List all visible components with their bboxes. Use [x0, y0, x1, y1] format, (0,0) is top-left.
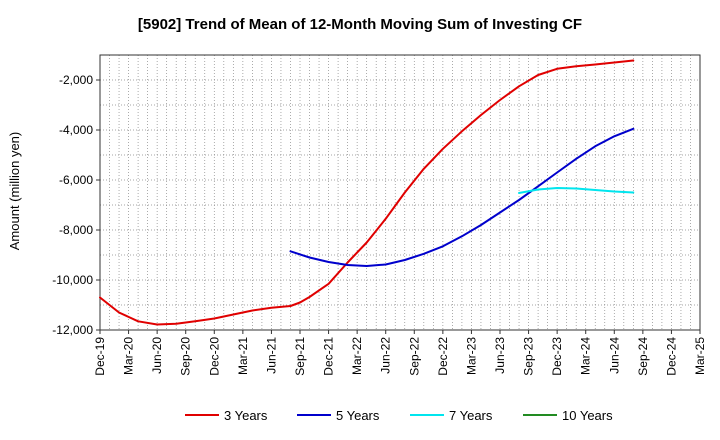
y-axis-label: Amount (million yen)	[7, 132, 22, 251]
y-tick-label: -10,000	[52, 273, 93, 287]
legend-label: 7 Years	[449, 408, 493, 423]
x-tick-label: Mar-21	[236, 337, 250, 375]
x-tick-label: Jun-24	[607, 337, 621, 374]
y-tick-label: -12,000	[52, 323, 93, 337]
x-tick-label: Mar-24	[579, 337, 593, 375]
grid	[100, 55, 700, 330]
x-tick-label: Sep-22	[407, 337, 421, 376]
legend-label: 5 Years	[336, 408, 380, 423]
x-tick-label: Mar-20	[122, 337, 136, 375]
x-tick-label: Jun-23	[493, 337, 507, 374]
series-line	[99, 59, 635, 326]
y-tick-label: -8,000	[59, 223, 93, 237]
x-tick-label: Dec-23	[550, 337, 564, 376]
x-tick-label: Mar-22	[350, 337, 364, 375]
x-tick-label: Sep-21	[293, 337, 307, 376]
legend: 3 Years 5 Years 7 Years 10 Years	[185, 408, 613, 423]
series-line	[289, 127, 635, 267]
x-axis: Dec-19 Mar-20 Jun-20 Sep-20 Dec-20 Mar-21 Jun-…	[93, 330, 707, 376]
x-tick-label: Dec-19	[93, 337, 107, 376]
x-tick-label: Jun-21	[264, 337, 278, 374]
y-tick-label: -4,000	[59, 123, 93, 137]
x-tick-label: Sep-24	[636, 337, 650, 376]
x-tick-label: Jun-22	[379, 337, 393, 374]
x-tick-label: Jun-20	[150, 337, 164, 374]
legend-label: 3 Years	[224, 408, 268, 423]
x-tick-label: Sep-20	[179, 337, 193, 376]
x-tick-label: Mar-23	[464, 337, 478, 375]
x-tick-label: Dec-21	[322, 337, 336, 376]
legend-label: 10 Years	[562, 408, 613, 423]
x-tick-label: Dec-24	[664, 337, 678, 376]
chart-title: [5902] Trend of Mean of 12-Month Moving …	[138, 16, 582, 33]
plot-frame	[99, 54, 701, 331]
x-tick-label: Dec-20	[207, 337, 221, 376]
x-tick-label: Sep-23	[522, 337, 536, 376]
x-tick-label: Dec-22	[436, 337, 450, 376]
series-layer	[99, 59, 635, 326]
y-tick-label: -6,000	[59, 173, 93, 187]
x-tick-label: Mar-25	[693, 337, 707, 375]
series-line	[518, 187, 635, 194]
y-axis: -12,000 -10,000 -8,000 -6,000 -4,000 -2,000	[52, 73, 100, 337]
y-tick-label: -2,000	[59, 73, 93, 87]
